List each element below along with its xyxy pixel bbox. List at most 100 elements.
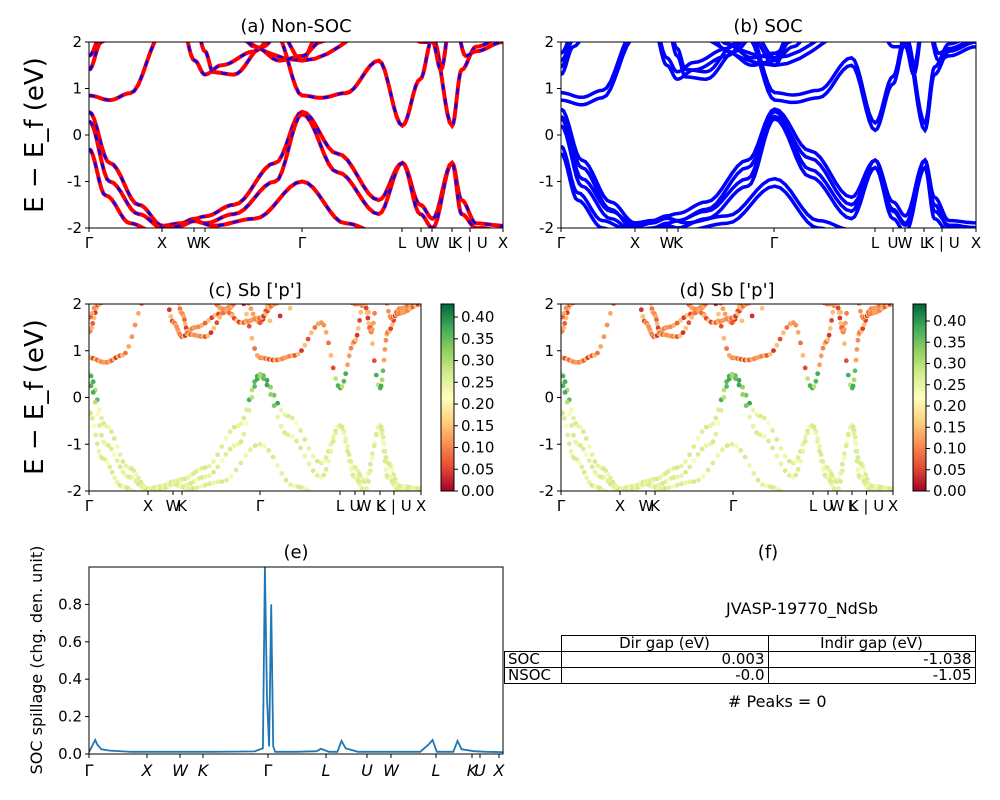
projection-point — [562, 321, 568, 326]
projection-point — [122, 276, 127, 281]
projection-point — [687, 452, 692, 457]
projection-point — [249, 335, 255, 341]
projection-point — [339, 425, 345, 430]
projection-point — [747, 414, 752, 420]
table-header-indir: Indir gap (eV) — [767, 635, 976, 652]
projection-point — [227, 446, 233, 452]
projection-point — [739, 318, 745, 324]
projection-point — [774, 437, 780, 442]
projection-points-d — [561, 265, 893, 505]
projection-point — [777, 336, 783, 342]
projection-point — [146, 288, 151, 293]
projection-point — [231, 443, 237, 448]
projection-point — [721, 395, 727, 400]
projection-point — [370, 451, 375, 456]
projection-point — [771, 348, 776, 353]
projection-point — [621, 287, 626, 292]
projection-point — [813, 430, 819, 436]
y-tick-label: 2 — [72, 295, 82, 313]
projection-point — [881, 265, 886, 270]
projection-point — [326, 458, 331, 464]
projection-point — [190, 486, 196, 491]
x-tick-label: L — [920, 234, 929, 252]
projection-point — [316, 260, 321, 265]
projection-point — [382, 347, 388, 352]
projection-point — [606, 280, 611, 285]
projection-point — [373, 432, 379, 438]
projection-point — [310, 468, 316, 474]
colorbar-tick-label: 0.30 — [461, 352, 494, 370]
projection-point — [101, 298, 106, 303]
panel-title-d: (d) Sb ['p'] — [679, 280, 774, 301]
projection-point — [815, 282, 820, 287]
material-id: JVASP-19770_NdSb — [726, 599, 879, 618]
projection-point — [372, 310, 377, 316]
projection-point — [778, 446, 784, 451]
projection-point — [306, 261, 311, 266]
projection-point — [364, 486, 369, 491]
projection-point — [238, 460, 244, 466]
projection-point — [795, 455, 801, 460]
projection-point — [89, 314, 94, 320]
projection-point — [361, 299, 366, 304]
projection-point — [231, 304, 236, 307]
projection-point — [129, 334, 135, 340]
projection-point — [589, 464, 595, 470]
projection-point — [587, 274, 592, 279]
colorbar-tick-label: 0.30 — [933, 355, 966, 373]
projection-point — [97, 288, 102, 293]
projection-point — [589, 452, 595, 457]
projection-point — [853, 448, 859, 454]
y-tick-label: 1 — [544, 342, 554, 360]
x-tick-label: L — [871, 234, 880, 252]
projection-point — [378, 425, 384, 430]
projection-point — [662, 486, 668, 491]
x-tick-label: W — [172, 761, 189, 780]
projection-point — [817, 499, 822, 504]
projection-point — [114, 458, 120, 463]
colorbar-tick-label: 0.40 — [933, 312, 966, 330]
projection-point — [754, 273, 759, 278]
projection-point — [250, 311, 256, 317]
band-line — [561, 116, 946, 228]
projection-point — [616, 287, 621, 292]
projection-point — [811, 425, 817, 430]
projection-point — [111, 275, 116, 280]
projection-point — [370, 341, 375, 347]
projection-point — [720, 447, 725, 453]
x-tick-label: K — [198, 761, 210, 780]
y-tick-label: -2 — [539, 219, 554, 237]
projection-point — [803, 500, 808, 505]
projection-point — [567, 293, 572, 298]
projection-point — [343, 439, 349, 444]
projection-point — [614, 265, 619, 270]
projection-point — [206, 463, 212, 469]
projection-point — [99, 415, 104, 421]
projection-point — [298, 428, 303, 433]
y-tick-label: 0 — [72, 126, 82, 144]
projection-point — [584, 475, 590, 481]
x-tick-label: W — [639, 497, 654, 515]
projection-point — [842, 341, 847, 347]
x-tick-label: Γ — [298, 234, 307, 252]
projection-point — [581, 469, 587, 475]
y-tick-label: -2 — [539, 482, 554, 500]
projection-point — [266, 448, 272, 453]
projection-point — [718, 408, 724, 413]
projection-point — [142, 490, 145, 491]
projection-point — [722, 311, 728, 317]
projection-point — [842, 451, 847, 456]
projection-point — [378, 269, 383, 274]
projection-point — [121, 272, 126, 277]
cell-dir-gap: -0.0 — [560, 667, 769, 684]
projection-point — [383, 455, 389, 460]
projection-point — [601, 269, 606, 274]
projection-point — [640, 279, 645, 284]
projection-point — [145, 490, 147, 491]
projection-point — [603, 468, 609, 474]
projection-point — [782, 468, 788, 474]
projection-point — [248, 447, 253, 453]
projection-point — [117, 273, 122, 278]
projection-point — [89, 373, 94, 379]
projection-point — [316, 493, 321, 498]
